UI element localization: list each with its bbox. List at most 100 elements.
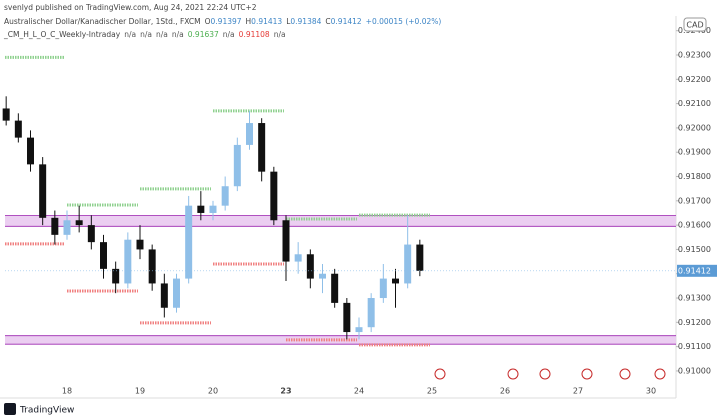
event-icon [581, 368, 593, 380]
symbol: Australischer Dollar/Kanadischer Dollar,… [4, 17, 201, 26]
x-tick-label: 25 [427, 387, 437, 396]
candle-body [160, 283, 168, 308]
ohlc-key: O [205, 17, 211, 26]
indicator-line: _CM_H_L_O_C_Weekly-Intraday n/a n/a n/a n/a 0… [3, 30, 286, 39]
y-tick-label: 0.92200 [678, 75, 711, 84]
candle-body [136, 239, 144, 250]
price-axis: 0.910000.911000.912000.913000.914000.915… [676, 17, 717, 375]
candle-body [100, 242, 107, 269]
x-tick-label: 24 [354, 387, 364, 396]
currency: CAD [686, 21, 703, 30]
candle-body [306, 254, 314, 279]
candle-body [319, 273, 326, 279]
currency-box [683, 17, 707, 32]
candle-body [87, 225, 95, 243]
indicator-value: n/a [156, 30, 168, 39]
indicator-value: n/a [223, 30, 235, 39]
y-tick-label: 0.92100 [678, 99, 711, 108]
ohlc-value: 0.91412 [331, 17, 362, 26]
ohlc-key: H [246, 17, 252, 26]
logo-icon [4, 403, 16, 415]
candle-body [331, 273, 339, 303]
y-tick-label: 0.91500 [678, 245, 711, 254]
candle-body [63, 220, 71, 235]
candle-body [148, 249, 156, 284]
x-tick-label: 20 [208, 387, 218, 396]
event-icon [619, 368, 631, 380]
ohlc-value: 0.91413 [251, 17, 282, 26]
candle-body [246, 123, 253, 145]
candle-body [14, 120, 22, 138]
y-tick-label: 0.91200 [678, 318, 711, 327]
candle-body [221, 186, 229, 206]
zone [5, 215, 676, 227]
candle-body [355, 327, 363, 333]
zone [5, 335, 676, 345]
ohlc-value: 0.91384 [290, 17, 321, 26]
x-tick-label: 23 [280, 387, 291, 396]
x-tick-label: 18 [62, 387, 72, 396]
header: svenlyd published on TradingView.com, Au… [4, 3, 257, 12]
candle-body [39, 164, 47, 218]
y-tick-label: 0.91700 [678, 196, 711, 205]
indicator-value: 0.91637 [188, 30, 219, 39]
x-tick-label: 30 [646, 387, 656, 396]
candle-body [379, 278, 387, 299]
y-tick-label: 0.91900 [678, 148, 711, 157]
candle-body [270, 171, 278, 221]
legend: Australischer Dollar/Kanadischer Dollar,… [3, 17, 441, 39]
x-tick-label: 26 [500, 387, 510, 396]
event-icon [654, 368, 666, 380]
event-icon [539, 368, 551, 380]
indicator-value: n/a [124, 30, 136, 39]
indicator-value: n/a [140, 30, 152, 39]
candle-body [416, 244, 424, 271]
candle-body [367, 298, 375, 328]
candle-body [282, 220, 290, 262]
candle-body [258, 123, 266, 172]
time-axis: 18 19 20 23 24 25 26 27 30 [62, 368, 666, 396]
ohlc-key: C [325, 17, 330, 26]
candle-body [392, 278, 399, 284]
y-tick-label: 0.91100 [678, 342, 711, 351]
candle-body [294, 254, 302, 262]
y-tick-label: 0.92000 [678, 123, 711, 132]
candle-body [51, 217, 59, 235]
x-tick-label: 19 [135, 387, 145, 396]
y-tick-label: 0.91600 [678, 221, 711, 230]
x-tick-label: 27 [573, 387, 583, 396]
candle-body [124, 239, 132, 284]
last-price-label: 0.91412 [678, 266, 711, 275]
last-price-box [677, 264, 717, 277]
legend-line: Australischer Dollar/Kanadischer Dollar,… [4, 17, 441, 26]
y-tick-label: 0.91300 [678, 294, 711, 303]
candle-body [233, 144, 241, 187]
indicator-name: _CM_H_L_O_C_Weekly-Intraday [3, 30, 121, 39]
candle-body [343, 302, 351, 333]
y-tick-label: 0.91000 [678, 366, 711, 375]
change: +0.00015 (+0.02%) [366, 17, 442, 26]
ohlc-key: L [286, 17, 291, 26]
candle-body [197, 205, 205, 213]
indicator-value: 0.91108 [239, 30, 270, 39]
y-tick-label: 0.92300 [678, 50, 711, 59]
event-icon [507, 368, 519, 380]
indicator-value: n/a [274, 30, 286, 39]
event-icon [434, 368, 446, 380]
indicator-value: n/a [172, 30, 184, 39]
candle-body [185, 205, 193, 279]
candle-body [2, 108, 10, 121]
candle-body [75, 220, 83, 226]
ohlc-value: 0.91397 [211, 17, 242, 26]
candle-body [112, 268, 120, 284]
candle-body [173, 278, 180, 308]
y-tick-label: 0.91800 [678, 172, 711, 181]
plot [2, 55, 676, 347]
footer: TradingView [19, 406, 74, 416]
candle-body [27, 137, 34, 165]
candle-body [209, 205, 217, 213]
candle-body [404, 244, 412, 284]
